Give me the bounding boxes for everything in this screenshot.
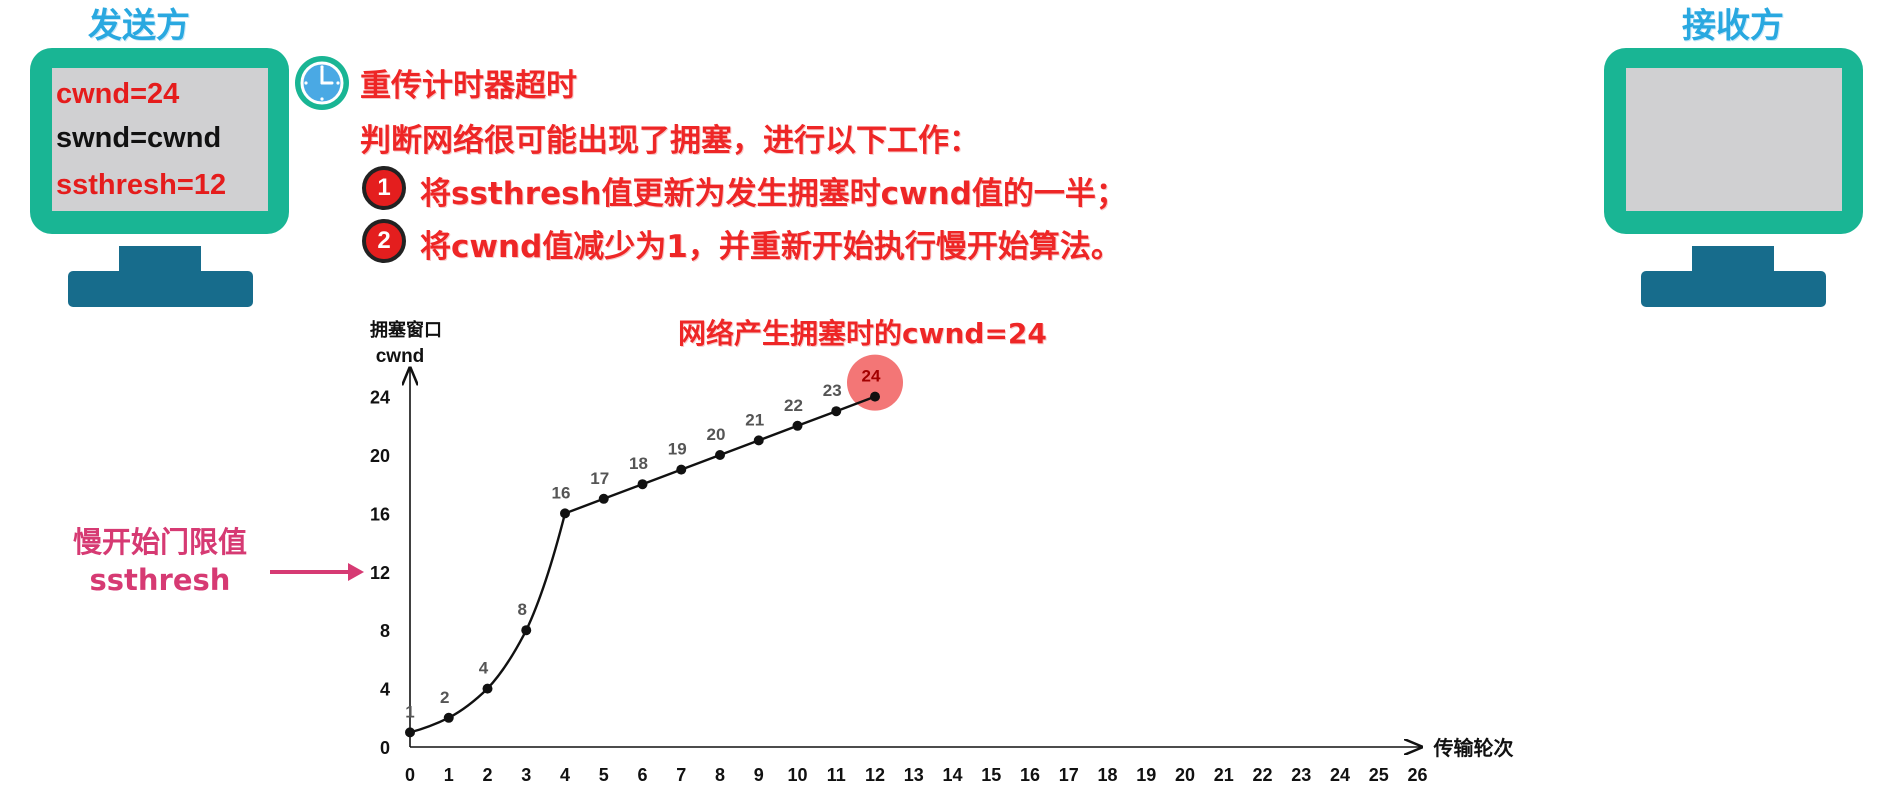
ssthresh-note-line2: ssthresh xyxy=(89,563,231,597)
x-tick-label: 14 xyxy=(942,765,962,785)
data-point xyxy=(482,683,493,694)
step-2-badge: 2 xyxy=(362,219,406,263)
data-point-label: 4 xyxy=(479,659,489,678)
step-2-text: 将cwnd值减少为1，并重新开始执行慢开始算法。 xyxy=(420,229,1122,265)
swnd-value: swnd=cwnd xyxy=(56,122,222,154)
x-tick-label: 1 xyxy=(444,765,454,785)
ssthresh-arrow xyxy=(270,563,364,581)
timeout-subtitle: 判断网络很可能出现了拥塞，进行以下工作： xyxy=(360,123,980,159)
data-point xyxy=(405,727,415,738)
x-tick-label: 15 xyxy=(981,765,1001,785)
x-tick-label: 8 xyxy=(715,765,725,785)
congestion-note: 网络产生拥塞时的cwnd=24 xyxy=(678,317,1047,350)
x-tick-label: 3 xyxy=(521,765,531,785)
y-axis-label-unit: cwnd xyxy=(376,346,425,367)
x-tick-label: 6 xyxy=(637,765,647,785)
clock-icon xyxy=(295,56,349,110)
data-point-label: 2 xyxy=(440,688,449,707)
x-tick-label: 9 xyxy=(754,765,764,785)
x-tick-label: 24 xyxy=(1330,765,1350,785)
ssthresh-note: 慢开始门限值 ssthresh xyxy=(60,523,260,599)
timeout-title: 重传计时器超时 xyxy=(360,68,577,104)
step-1-text: 将ssthresh值更新为发生拥塞时cwnd值的一半； xyxy=(420,176,1127,212)
cwnd-value: cwnd=24 xyxy=(56,78,180,110)
y-tick-label: 20 xyxy=(370,446,390,466)
data-point-label: 8 xyxy=(518,600,527,619)
x-tick-label: 16 xyxy=(1020,765,1040,785)
x-tick-label: 25 xyxy=(1369,765,1389,785)
x-tick-label: 13 xyxy=(904,765,924,785)
x-tick-label: 11 xyxy=(827,765,846,785)
data-point xyxy=(753,435,764,446)
step-1-badge: 1 xyxy=(362,166,406,210)
data-point-label: 17 xyxy=(590,469,609,488)
y-axis-label: 拥塞窗口 xyxy=(370,319,442,340)
data-point xyxy=(560,508,570,519)
x-tick-label: 19 xyxy=(1136,765,1156,785)
x-tick-label: 20 xyxy=(1175,765,1195,785)
receiver-title: 接收方 xyxy=(1682,6,1784,46)
data-point-label: 19 xyxy=(668,440,687,459)
sender-title: 发送方 xyxy=(88,6,190,46)
y-tick-label: 12 xyxy=(370,563,390,583)
x-axis-label: 传输轮次 xyxy=(1433,736,1514,760)
y-tick-label: 4 xyxy=(380,680,390,700)
data-point xyxy=(715,450,725,460)
x-tick-label: 5 xyxy=(599,765,609,785)
x-tick-label: 7 xyxy=(676,765,686,785)
ssthresh-value: ssthresh=12 xyxy=(56,169,227,201)
data-point-label: 23 xyxy=(823,381,842,400)
data-point xyxy=(676,464,687,475)
x-tick-label: 4 xyxy=(560,765,570,785)
data-point xyxy=(637,479,648,490)
y-tick-label: 0 xyxy=(380,738,390,758)
x-tick-label: 10 xyxy=(787,765,807,785)
data-point xyxy=(521,625,532,636)
data-point-label: 20 xyxy=(707,425,726,444)
data-point xyxy=(598,493,609,504)
y-tick-label: 16 xyxy=(370,504,390,524)
x-tick-label: 17 xyxy=(1059,765,1079,785)
x-tick-label: 12 xyxy=(865,765,885,785)
receiver-stand-base xyxy=(1641,271,1826,307)
receiver-screen xyxy=(1626,68,1842,211)
data-point-label: 16 xyxy=(552,483,571,502)
sender-stand xyxy=(119,246,201,274)
data-point xyxy=(831,406,842,417)
data-point xyxy=(443,712,454,723)
x-tick-label: 2 xyxy=(482,765,492,785)
data-point-label: 24 xyxy=(862,367,881,386)
data-point-label: 1 xyxy=(405,702,414,721)
data-point xyxy=(792,420,803,431)
ssthresh-note-line1: 慢开始门限值 xyxy=(72,525,247,559)
sender-screen xyxy=(52,68,268,211)
data-point-label: 21 xyxy=(745,410,764,429)
data-point-label: 18 xyxy=(629,454,648,473)
x-tick-label: 23 xyxy=(1291,765,1311,785)
y-tick-label: 24 xyxy=(370,388,390,408)
data-point xyxy=(870,391,880,402)
x-tick-label: 22 xyxy=(1252,765,1272,785)
x-tick-label: 18 xyxy=(1097,765,1117,785)
data-point-label: 22 xyxy=(784,396,803,415)
sender-stand-base xyxy=(68,271,253,307)
y-tick-label: 8 xyxy=(380,621,390,641)
x-tick-label: 26 xyxy=(1407,765,1427,785)
receiver-stand xyxy=(1692,246,1774,274)
x-tick-label: 0 xyxy=(405,765,415,785)
cwnd-line xyxy=(409,395,876,734)
x-tick-label: 21 xyxy=(1214,765,1234,785)
congestion-highlight xyxy=(847,354,903,411)
